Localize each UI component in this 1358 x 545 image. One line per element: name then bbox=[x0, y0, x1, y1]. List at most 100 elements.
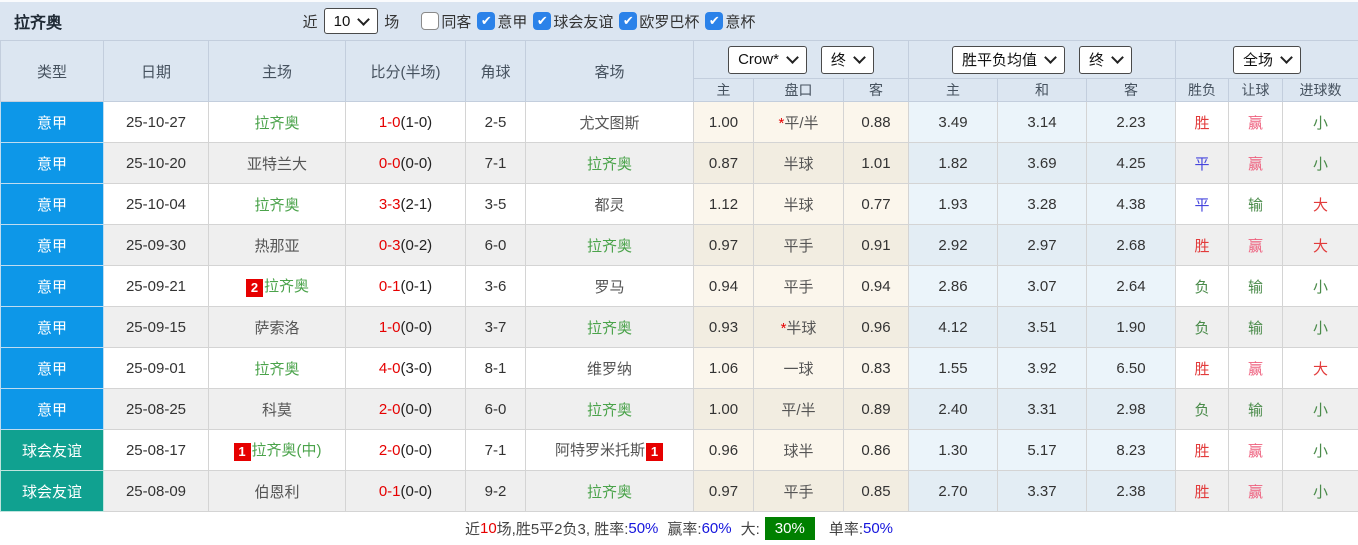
cell-odds-away: 0.96 bbox=[844, 307, 909, 348]
half-time-score: (2-1) bbox=[401, 196, 433, 213]
cell-goals: 小 bbox=[1283, 389, 1358, 430]
average-select[interactable]: 胜平负均值 bbox=[952, 46, 1065, 74]
full-time-score: 3-3 bbox=[379, 196, 401, 213]
rank-badge: 1 bbox=[234, 443, 251, 461]
cell-odds-home: 1.00 bbox=[694, 102, 754, 143]
cell-corner: 3-7 bbox=[466, 307, 526, 348]
checkbox-club-friendly[interactable]: ✔ bbox=[533, 12, 551, 30]
cell-odds-away: 1.01 bbox=[844, 143, 909, 184]
cell-date: 25-10-04 bbox=[104, 184, 209, 225]
cell-goals: 小 bbox=[1283, 307, 1358, 348]
scope-select[interactable]: 全场 bbox=[1233, 46, 1301, 74]
cell-handicap-result: 输 bbox=[1229, 184, 1283, 225]
cell-handicap: 平手 bbox=[754, 225, 844, 266]
cell-away-team: 拉齐奥 bbox=[526, 225, 694, 266]
table-row: 意甲 25-09-30 热那亚 0-3(0-2) 6-0 拉齐奥 0.97 平手… bbox=[1, 225, 1358, 266]
cell-handicap-result: 赢 bbox=[1229, 430, 1283, 471]
cell-odds-home: 1.12 bbox=[694, 184, 754, 225]
cell-avg-home: 2.86 bbox=[909, 266, 998, 307]
handicap-text: 平/半 bbox=[784, 115, 818, 132]
cell-goals: 小 bbox=[1283, 471, 1358, 512]
bookmaker-select[interactable]: Crow* bbox=[728, 46, 807, 74]
cell-score: 1-0(1-0) bbox=[346, 102, 466, 143]
col-handicap: 盘口 bbox=[754, 79, 844, 102]
cell-date: 25-08-25 bbox=[104, 389, 209, 430]
matches-table: 类型 日期 主场 比分(半场) 角球 客场 Crow* 终 bbox=[0, 40, 1358, 512]
cell-odds-away: 0.89 bbox=[844, 389, 909, 430]
cell-handicap: 球半 bbox=[754, 430, 844, 471]
cell-corner: 6-0 bbox=[466, 389, 526, 430]
cell-league: 意甲 bbox=[1, 348, 104, 389]
half-time-score: (0-0) bbox=[401, 319, 433, 336]
cell-handicap: 半球 bbox=[754, 184, 844, 225]
full-time-score: 1-0 bbox=[379, 114, 401, 131]
bookmaker-select-value: Crow* bbox=[738, 51, 779, 68]
cell-handicap: *半球 bbox=[754, 307, 844, 348]
chevron-down-icon bbox=[853, 51, 866, 64]
handicap-text: 半球 bbox=[786, 320, 816, 337]
cell-score: 2-0(0-0) bbox=[346, 389, 466, 430]
col-corner: 角球 bbox=[466, 41, 526, 102]
col-home: 主场 bbox=[209, 41, 346, 102]
cell-score: 1-0(0-0) bbox=[346, 307, 466, 348]
odds-group-header: Crow* 终 bbox=[694, 41, 909, 79]
cell-odds-away: 0.77 bbox=[844, 184, 909, 225]
big-rate-label: 大: bbox=[741, 518, 760, 539]
cell-league: 球会友谊 bbox=[1, 471, 104, 512]
cell-home-team: 拉齐奥 bbox=[209, 184, 346, 225]
cell-league: 球会友谊 bbox=[1, 430, 104, 471]
checkbox-europa-league[interactable]: ✔ bbox=[619, 12, 637, 30]
cell-score: 0-3(0-2) bbox=[346, 225, 466, 266]
cell-home-team: 热那亚 bbox=[209, 225, 346, 266]
cell-handicap: 平/半 bbox=[754, 389, 844, 430]
col-odds-home: 主 bbox=[694, 79, 754, 102]
cell-score: 3-3(2-1) bbox=[346, 184, 466, 225]
cell-avg-draw: 3.37 bbox=[998, 471, 1087, 512]
checkbox-label: 意杯 bbox=[725, 11, 755, 32]
home-team-name: 拉齐奥 bbox=[264, 278, 309, 295]
table-row: 球会友谊 25-08-09 伯恩利 0-1(0-0) 9-2 拉齐奥 0.97 … bbox=[1, 471, 1358, 512]
col-type: 类型 bbox=[1, 41, 104, 102]
cell-avg-away: 2.23 bbox=[1087, 102, 1176, 143]
cell-avg-away: 2.64 bbox=[1087, 266, 1176, 307]
cell-result: 胜 bbox=[1176, 102, 1229, 143]
cell-score: 0-1(0-0) bbox=[346, 471, 466, 512]
cell-odds-home: 0.93 bbox=[694, 307, 754, 348]
cell-odds-home: 0.96 bbox=[694, 430, 754, 471]
cell-avg-draw: 3.92 bbox=[998, 348, 1087, 389]
cell-score: 2-0(0-0) bbox=[346, 430, 466, 471]
odd-rate-value: 50% bbox=[863, 520, 893, 537]
chevron-down-icon bbox=[1111, 51, 1124, 64]
cell-goals: 小 bbox=[1283, 266, 1358, 307]
cell-avg-away: 2.98 bbox=[1087, 389, 1176, 430]
cell-result: 胜 bbox=[1176, 348, 1229, 389]
cell-goals: 大 bbox=[1283, 225, 1358, 266]
checkbox-serie-a[interactable]: ✔ bbox=[477, 12, 495, 30]
cell-away-team: 拉齐奥 bbox=[526, 471, 694, 512]
cell-away-team: 拉齐奥 bbox=[526, 307, 694, 348]
recent-matches-select[interactable]: 10 bbox=[324, 8, 379, 34]
summary-bar: 近 10 场,胜5平2负3, 胜率: 50% 赢率: 60% 大: 30% 单率… bbox=[0, 512, 1358, 545]
cell-handicap-result: 输 bbox=[1229, 266, 1283, 307]
cell-avg-draw: 3.28 bbox=[998, 184, 1087, 225]
cell-corner: 8-1 bbox=[466, 348, 526, 389]
cell-league: 意甲 bbox=[1, 225, 104, 266]
cell-avg-draw: 3.51 bbox=[998, 307, 1087, 348]
checkbox-same-opponent[interactable] bbox=[421, 12, 439, 30]
cell-avg-draw: 2.97 bbox=[998, 225, 1087, 266]
cell-result: 负 bbox=[1176, 307, 1229, 348]
checkbox-label: 欧罗巴杯 bbox=[639, 11, 699, 32]
bookmaker-state-select[interactable]: 终 bbox=[821, 46, 874, 74]
cell-avg-home: 1.82 bbox=[909, 143, 998, 184]
cell-result: 负 bbox=[1176, 389, 1229, 430]
average-state-select[interactable]: 终 bbox=[1079, 46, 1132, 74]
table-row: 意甲 25-10-27 拉齐奥 1-0(1-0) 2-5 尤文图斯 1.00 *… bbox=[1, 102, 1358, 143]
filter-italy-cup: ✔ 意杯 bbox=[705, 11, 755, 32]
cell-avg-home: 1.30 bbox=[909, 430, 998, 471]
filter-europa-league: ✔ 欧罗巴杯 bbox=[619, 11, 699, 32]
cell-odds-away: 0.91 bbox=[844, 225, 909, 266]
checkbox-italy-cup[interactable]: ✔ bbox=[705, 12, 723, 30]
page-title: 拉齐奥 bbox=[14, 9, 62, 33]
